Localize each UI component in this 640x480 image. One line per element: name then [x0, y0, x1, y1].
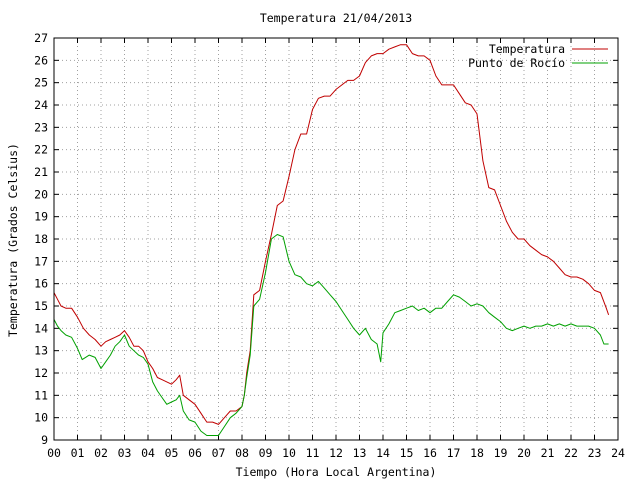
x-tick-label: 10: [282, 446, 296, 460]
x-tick-label: 00: [47, 446, 61, 460]
y-axis-label: Temperatura (Grados Celsius): [6, 143, 20, 337]
y-tick-label: 17: [34, 254, 48, 268]
x-tick-label: 18: [470, 446, 484, 460]
x-tick-label: 24: [611, 446, 625, 460]
legend-label: Punto de Rocío: [468, 56, 565, 70]
x-tick-label: 14: [376, 446, 390, 460]
x-tick-label: 08: [235, 446, 249, 460]
x-tick-label: 12: [329, 446, 343, 460]
y-tick-label: 16: [34, 277, 48, 291]
y-tick-label: 26: [34, 53, 48, 67]
grid: [54, 38, 618, 440]
y-tick-label: 12: [34, 366, 48, 380]
plot-frame: [53, 37, 619, 441]
x-tick-label: 20: [517, 446, 531, 460]
x-tick-label: 01: [71, 446, 85, 460]
y-tick-label: 20: [34, 187, 48, 201]
series-line-temperatura: [53, 44, 610, 425]
y-tick-label: 9: [41, 433, 48, 447]
y-tick-label: 25: [34, 76, 48, 90]
y-tick-label: 19: [34, 210, 48, 224]
x-tick-label: 06: [188, 446, 202, 460]
y-tick-label: 10: [34, 411, 48, 425]
x-tick-label: 04: [141, 446, 155, 460]
x-tick-label: 17: [447, 446, 461, 460]
x-tick-label: 02: [94, 446, 108, 460]
y-tick-label: 22: [34, 143, 48, 157]
y-tick-label: 13: [34, 344, 48, 358]
x-tick-label: 21: [541, 446, 555, 460]
y-tick-label: 15: [34, 299, 48, 313]
x-tick-label: 23: [588, 446, 602, 460]
x-tick-label: 19: [494, 446, 508, 460]
y-tick-label: 23: [34, 120, 48, 134]
x-tick-label: 05: [165, 446, 179, 460]
x-tick-label: 16: [423, 446, 437, 460]
x-tick-label: 07: [212, 446, 226, 460]
series-lines: [53, 44, 610, 436]
x-axis-label: Tiempo (Hora Local Argentina): [236, 465, 437, 479]
series-line-punto-de-rocio: [53, 234, 609, 436]
y-tick-label: 18: [34, 232, 48, 246]
legend-label: Temperatura: [489, 42, 565, 56]
x-tick-label: 03: [118, 446, 132, 460]
y-tick-label: 11: [34, 388, 48, 402]
x-tick-label: 13: [353, 446, 367, 460]
x-tick-label: 15: [400, 446, 414, 460]
x-tick-label: 22: [564, 446, 578, 460]
y-tick-label: 27: [34, 31, 48, 45]
y-tick-label: 21: [34, 165, 48, 179]
y-tick-label: 14: [34, 321, 48, 335]
axis-ticks: 00 01 02 03 04 05 06 07 08 09 10 11 12 13 14 15 16 17 18 19…: [34, 31, 625, 460]
chart-title: Temperatura 21/04/2013: [260, 11, 412, 25]
x-tick-label: 11: [306, 446, 320, 460]
x-tick-label: 09: [259, 446, 273, 460]
y-tick-label: 24: [34, 98, 48, 112]
